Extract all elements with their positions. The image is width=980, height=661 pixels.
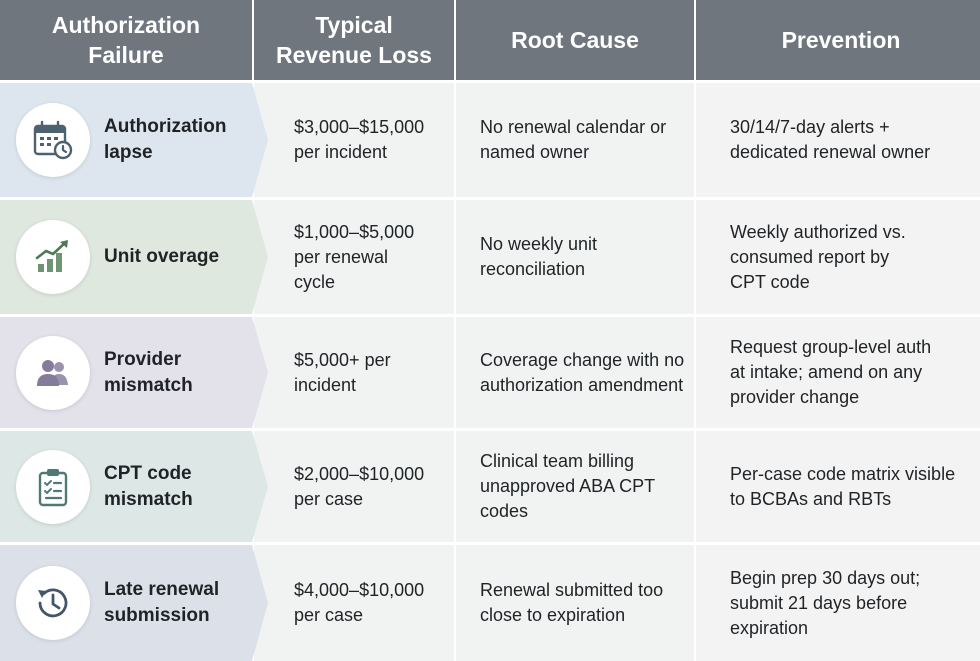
failure-label: Authorization lapse [104,116,227,163]
history-clock-icon [16,566,90,640]
revenue-loss-cell: $5,000+ per incident [254,317,454,428]
failure-label: CPT code mismatch [104,462,193,510]
prevention-cell: Weekly authorized vs. consumed report by… [696,200,980,314]
row-arrow [252,200,268,314]
calendar-clock-icon [16,103,90,177]
root-cause-cell: No weekly unit reconciliation [456,200,694,314]
row-arrow [252,545,268,661]
revenue-loss-cell: $4,000–$10,000 per case [254,545,454,661]
people-icon [16,335,90,410]
failure-cell: Provider mismatch [0,317,268,428]
failure-cell: Authorization lapse [0,83,268,197]
clipboard-checklist-icon [16,449,90,524]
failure-label: Provider mismatch [104,348,193,396]
row-arrow [252,83,268,197]
failure-cell: Late renewal submission [0,545,268,661]
header-root-cause: Root Cause [456,0,694,80]
header-authorization-failure: Authorization Failure [0,0,252,80]
row-arrow [252,431,268,542]
row-arrow [252,317,268,428]
prevention-cell: Per-case code matrix visible to BCBAs an… [696,431,980,542]
root-cause-cell: Renewal submitted too close to expiratio… [456,545,694,661]
prevention-cell: Request group-level auth at intake; amen… [696,317,980,428]
root-cause-cell: No renewal calendar or named owner [456,83,694,197]
failure-cell: CPT code mismatch [0,431,268,542]
revenue-loss-cell: $1,000–$5,000 per renewal cycle [254,200,454,314]
header-typical-revenue-loss: Typical Revenue Loss [254,0,454,80]
root-cause-cell: Clinical team billing unapproved ABA CPT… [456,431,694,542]
revenue-loss-cell: $3,000–$15,000 per incident [254,83,454,197]
failure-cell: Unit overage [0,200,268,314]
failure-label: Late renewal submission [104,579,220,626]
prevention-cell: Begin prep 30 days out; submit 21 days b… [696,545,980,661]
header-prevention: Prevention [696,0,980,80]
failure-label: Unit overage [104,246,220,267]
growth-chart-icon [16,220,90,294]
prevention-cell: 30/14/7-day alerts + dedicated renewal o… [696,83,980,197]
revenue-loss-cell: $2,000–$10,000 per case [254,431,454,542]
root-cause-cell: Coverage change with no authorization am… [456,317,694,428]
